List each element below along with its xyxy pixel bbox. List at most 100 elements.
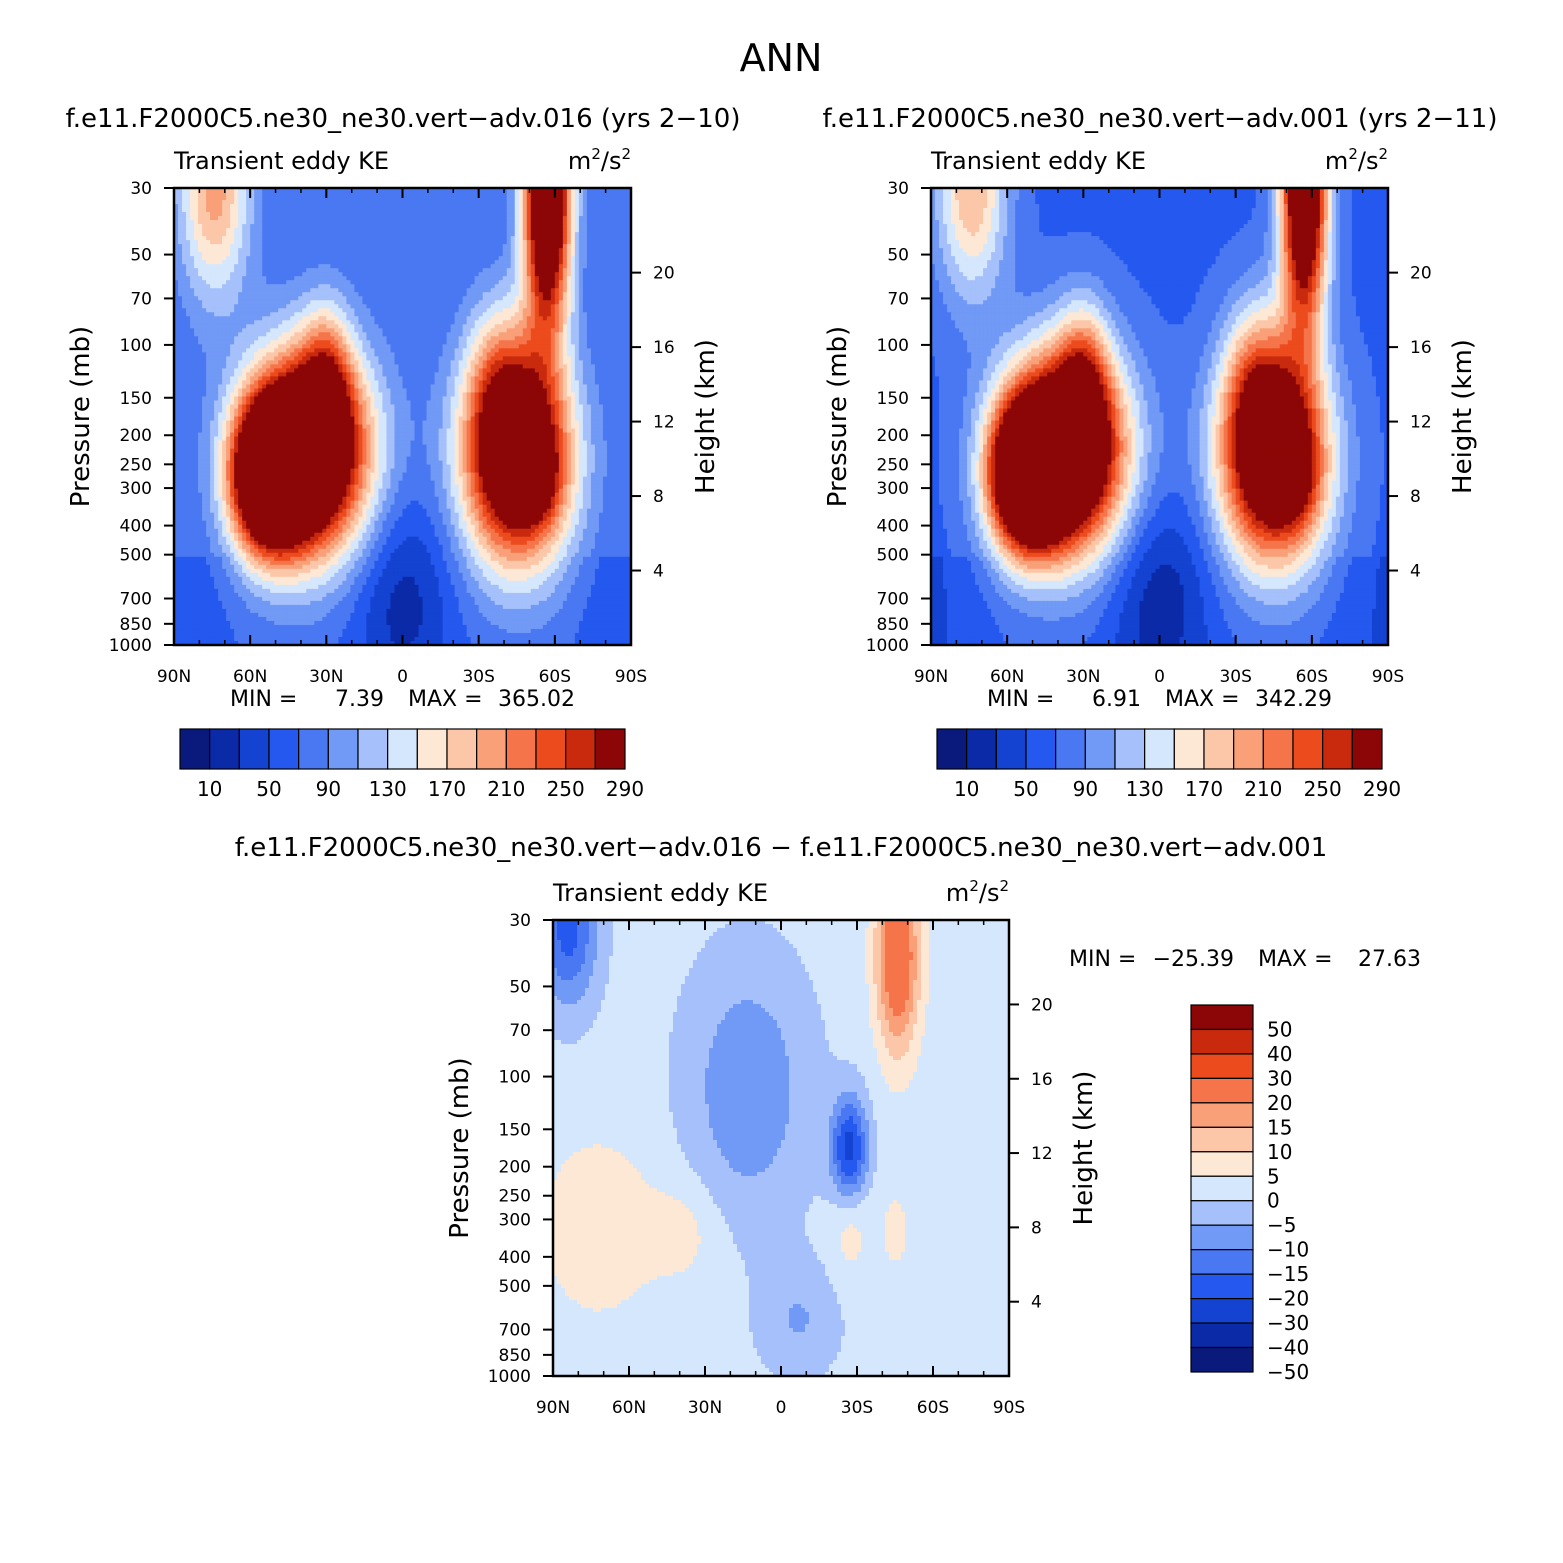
field-cell: [470, 220, 476, 225]
field-cell: [198, 312, 203, 317]
field-cell: [402, 236, 408, 241]
field-cell: [442, 276, 448, 281]
field-cell: [562, 196, 568, 201]
field-cell: [230, 268, 235, 273]
field-cell: [482, 232, 488, 237]
field-cell: [322, 308, 327, 313]
field-cell: [474, 196, 480, 201]
field-cell: [422, 232, 428, 237]
field-cell: [422, 236, 428, 241]
field-cell: [430, 192, 436, 197]
field-cell: [222, 288, 227, 293]
field-cell: [462, 216, 468, 221]
field-cell: [402, 196, 408, 201]
field-cell: [526, 324, 532, 329]
field-cell: [518, 208, 524, 213]
field-cell: [178, 312, 183, 317]
field-cell: [542, 236, 548, 241]
field-cell: [254, 344, 259, 349]
field-cell: [610, 312, 616, 317]
field-cell: [538, 324, 544, 329]
field-cell: [182, 296, 187, 301]
field-cell: [394, 240, 400, 245]
field-cell: [490, 344, 496, 349]
field-cell: [226, 324, 231, 329]
field-cell: [498, 228, 504, 233]
field-cell: [502, 188, 508, 193]
field-cell: [466, 360, 472, 365]
field-cell: [610, 196, 616, 201]
field-cell: [310, 324, 315, 329]
field-cell: [226, 308, 231, 313]
field-cell: [438, 272, 444, 277]
field-cell: [462, 284, 468, 289]
field-cell: [478, 276, 484, 281]
field-cell: [514, 268, 520, 273]
field-cell: [182, 316, 187, 321]
field-cell: [402, 308, 408, 313]
field-cell: [490, 264, 496, 269]
field-cell: [326, 200, 331, 205]
field-cell: [238, 268, 243, 273]
field-cell: [558, 220, 564, 225]
field-cell: [334, 352, 339, 357]
field-cell: [222, 304, 227, 309]
field-cell: [522, 356, 528, 361]
field-cell: [234, 204, 239, 209]
field-cell: [182, 228, 187, 233]
field-cell: [466, 308, 472, 313]
field-cell: [338, 192, 343, 197]
field-cell: [618, 280, 624, 285]
field-cell: [190, 260, 195, 265]
field-cell: [522, 204, 528, 209]
field-cell: [270, 324, 275, 329]
field-cell: [586, 348, 592, 353]
field-cell: [402, 344, 408, 349]
field-cell: [354, 316, 359, 321]
field-cell: [442, 284, 448, 289]
field-cell: [426, 308, 432, 313]
field-cell: [626, 316, 631, 321]
field-cell: [250, 332, 255, 337]
field-cell: [222, 260, 227, 265]
field-cell: [262, 280, 267, 285]
field-cell: [186, 276, 191, 281]
field-cell: [546, 340, 552, 345]
field-cell: [182, 252, 187, 257]
field-cell: [442, 240, 448, 245]
field-cell: [322, 328, 327, 333]
field-cell: [510, 280, 516, 285]
field-cell: [374, 276, 380, 281]
field-cell: [222, 212, 227, 217]
field-cell: [350, 244, 355, 249]
field-cell: [282, 332, 287, 337]
field-cell: [186, 208, 191, 213]
field-cell: [554, 272, 560, 277]
field-cell: [318, 296, 323, 301]
field-cell: [506, 240, 512, 245]
field-cell: [178, 352, 183, 357]
field-cell: [430, 268, 436, 273]
field-cell: [542, 320, 548, 325]
field-cell: [246, 348, 251, 353]
field-cell: [210, 324, 215, 329]
field-cell: [550, 232, 556, 237]
field-cell: [570, 328, 576, 333]
field-cell: [246, 340, 251, 345]
field-cell: [206, 260, 211, 265]
field-cell: [194, 264, 199, 269]
field-cell: [250, 204, 255, 209]
field-cell: [198, 248, 203, 253]
field-cell: [294, 224, 299, 229]
field-cell: [546, 212, 552, 217]
field-cell: [470, 340, 476, 345]
field-cell: [538, 232, 544, 237]
field-cell: [598, 300, 604, 305]
field-cell: [450, 204, 456, 209]
field-cell: [438, 220, 444, 225]
field-cell: [506, 284, 512, 289]
field-cell: [530, 224, 536, 229]
field-cell: [374, 348, 380, 353]
field-cell: [626, 272, 631, 277]
field-cell: [322, 240, 327, 245]
